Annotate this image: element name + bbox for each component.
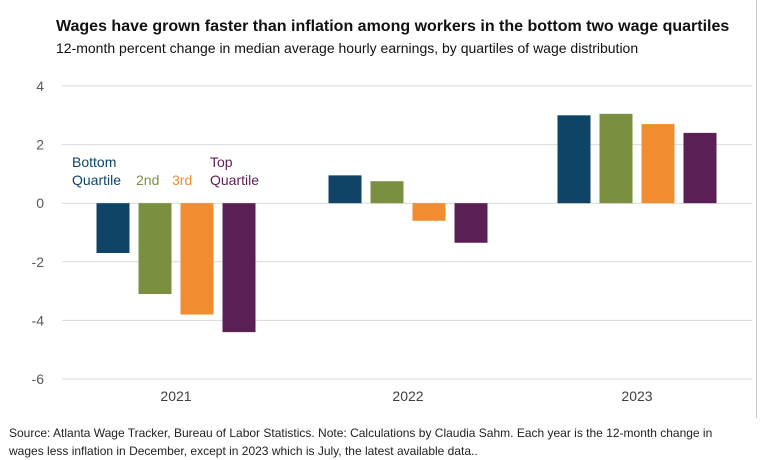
- x-tick-label: 2022: [392, 388, 423, 404]
- bar: [599, 113, 633, 204]
- bar: [641, 124, 675, 204]
- series-label: Quartile: [210, 172, 259, 188]
- bar: [138, 203, 172, 295]
- series-label: Top: [210, 154, 233, 170]
- x-tick-label: 2023: [621, 388, 652, 404]
- source-line-2: wages less inflation in December, except…: [9, 444, 478, 458]
- source-note: Source: Atlanta Wage Tracker, Bureau of …: [9, 424, 779, 460]
- bar-chart: 4 2 0 -2 -4 -6 2021 2022 2023 Bottom Quartile 2nd 3r…: [32, 78, 752, 404]
- y-tick-label: -2: [32, 254, 45, 270]
- bar: [328, 175, 362, 204]
- bar: [222, 203, 256, 333]
- source-line-1: Source: Atlanta Wage Tracker, Bureau of …: [9, 426, 713, 440]
- bar: [412, 203, 446, 221]
- y-tick-label: 4: [36, 78, 44, 94]
- series-label: Bottom: [72, 154, 116, 170]
- y-tick-label: -6: [32, 371, 45, 387]
- series-label: 3rd: [172, 172, 192, 188]
- chart-title: Wages have grown faster than inflation a…: [56, 18, 730, 35]
- chart-frame-edge: [756, 0, 757, 418]
- y-tick-label: 2: [36, 137, 44, 153]
- x-tick-label: 2021: [160, 388, 191, 404]
- bar: [454, 203, 488, 243]
- series-label: 2nd: [136, 172, 159, 188]
- bar: [557, 115, 591, 204]
- series-label: Quartile: [72, 172, 121, 188]
- bar: [96, 203, 130, 254]
- chart-subtitle: 12-month percent change in median averag…: [56, 40, 639, 56]
- bar: [683, 132, 717, 204]
- y-tick-label: -4: [32, 312, 45, 328]
- y-tick-label: 0: [36, 195, 44, 211]
- bar: [180, 203, 214, 315]
- bar: [370, 181, 404, 204]
